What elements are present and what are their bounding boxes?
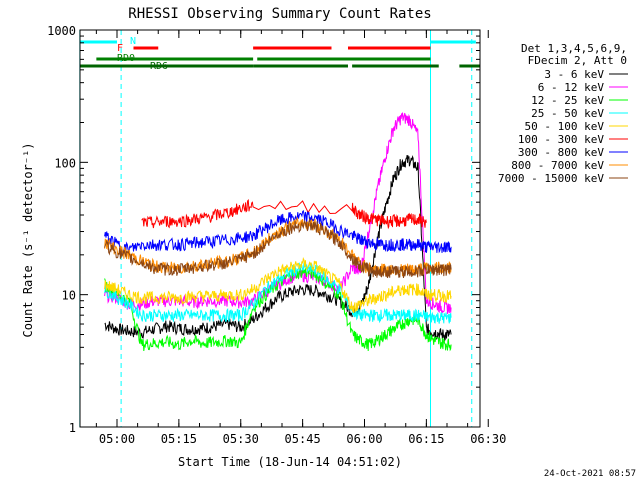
series-line-4	[104, 256, 452, 314]
x-tick-label: 05:45	[285, 432, 321, 446]
x-tick-label: 06:30	[470, 432, 506, 446]
flag-label-f: F	[117, 43, 123, 54]
flag-label-rd6: RD6	[150, 61, 168, 72]
flag-label-rd0: RD0	[117, 53, 135, 64]
y-tick-label: 100	[54, 156, 76, 170]
legend-entry-label: 3 - 6 keV	[544, 68, 604, 81]
legend-entry-label: 50 - 100 keV	[525, 120, 605, 133]
y-tick-label: 1000	[47, 24, 76, 38]
series-line-0	[104, 154, 452, 342]
series-line-8	[104, 218, 452, 279]
legend-entry-label: 300 - 800 keV	[518, 146, 604, 159]
date-stamp: 24-Oct-2021 08:57	[544, 469, 636, 479]
axes-layer: 1 10 100 1000 05:00 05:15 05:30 05:45 06:00 06:15…	[47, 24, 506, 446]
y-tick-label: 1	[69, 421, 76, 435]
legend-entry-label: 6 - 12 keV	[538, 81, 605, 94]
series-line-6	[104, 209, 452, 255]
y-axis-label: Count Rate (s⁻¹ detector⁻¹)	[21, 142, 35, 337]
flag-label-n: N	[130, 36, 136, 47]
legend-entry-label: 800 - 7000 keV	[511, 159, 604, 172]
y-tick-label: 10	[62, 289, 76, 303]
legend-entry-label: 12 - 25 keV	[531, 94, 604, 107]
legend-header-line: Det 1,3,4,5,6,9,	[521, 42, 627, 55]
chart-title: RHESSI Observing Summary Count Rates	[128, 6, 431, 22]
x-tick-label: 05:15	[161, 432, 197, 446]
x-axis-label: Start Time (18-Jun-14 04:51:02)	[178, 455, 402, 469]
legend: Det 1,3,4,5,6,9,FDecim 2, Att 03 - 6 keV…	[498, 42, 628, 185]
x-tick-label: 06:00	[346, 432, 382, 446]
legend-header-line: FDecim 2, Att 0	[528, 54, 627, 67]
legend-entry-label: 100 - 300 keV	[518, 133, 604, 146]
x-tick-label: 05:00	[99, 432, 135, 446]
legend-entry-label: 7000 - 15000 keV	[498, 172, 604, 185]
plot-frame	[79, 29, 481, 428]
series-line-3	[104, 262, 452, 324]
series-line-5	[141, 198, 427, 230]
x-tick-label: 06:15	[408, 432, 444, 446]
legend-entry-label: 25 - 50 keV	[531, 107, 604, 120]
x-tick-label: 05:30	[223, 432, 259, 446]
